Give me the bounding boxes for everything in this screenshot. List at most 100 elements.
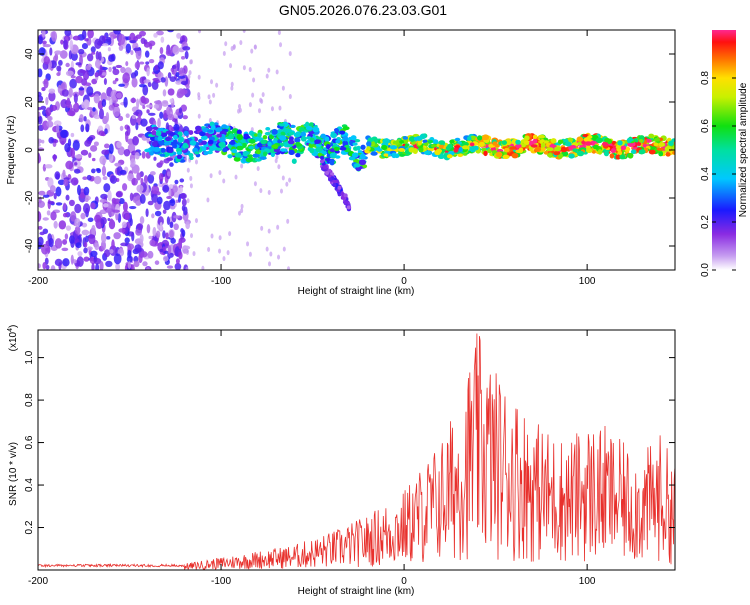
noise-cell (267, 228, 271, 234)
noise-cell (57, 84, 62, 94)
noise-cell (81, 42, 88, 50)
noise-cell (126, 125, 131, 136)
noise-cell (108, 66, 112, 73)
noise-cell (114, 203, 121, 215)
noise-cell (155, 230, 161, 239)
noise-cell (46, 120, 54, 128)
noise-cell (210, 233, 214, 239)
signal-cell (157, 135, 163, 142)
noise-cell (161, 101, 169, 107)
noise-cell (112, 209, 120, 213)
signal-cell (280, 148, 287, 152)
signal-cell (615, 145, 622, 150)
noise-cell (222, 51, 226, 57)
noise-cell (189, 175, 193, 181)
noise-cell (206, 197, 210, 203)
noise-cell (110, 89, 118, 101)
signal-cell (658, 142, 665, 147)
noise-cell (172, 45, 180, 55)
signal-cell (173, 134, 178, 140)
signal-cell (267, 141, 272, 147)
ytick-label: 0.2 (24, 520, 35, 534)
colorbar-tick-label: 0.4 (700, 167, 711, 181)
noise-cell (269, 251, 273, 257)
noise-cell (288, 177, 292, 183)
signal-cell (300, 136, 307, 142)
noise-cell (63, 39, 68, 50)
signal-cell (294, 137, 301, 143)
noise-cell (100, 232, 107, 244)
noise-cell (179, 192, 187, 200)
signal-cell (648, 149, 656, 155)
signal-cell (201, 140, 207, 145)
noise-cell (177, 75, 186, 79)
signal-cell (295, 131, 301, 138)
noise-cell (234, 174, 238, 180)
signal-cell (215, 146, 223, 151)
noise-cell (81, 222, 88, 228)
noise-cell (55, 186, 62, 197)
signal-cell (337, 185, 342, 190)
noise-cell (251, 92, 255, 98)
signal-cell (295, 141, 301, 147)
noise-cell (277, 30, 281, 36)
noise-cell (104, 143, 110, 149)
colorbar-tick-label: 0.8 (700, 71, 711, 85)
signal-cell (145, 126, 153, 132)
noise-cell (65, 62, 70, 68)
noise-cell (101, 72, 107, 76)
noise-cell (83, 116, 87, 122)
noise-cell (279, 42, 283, 48)
noise-cell (135, 34, 142, 39)
signal-cell (586, 147, 593, 154)
noise-cell (47, 200, 55, 205)
signal-cell (287, 139, 295, 145)
noise-cell (93, 141, 99, 147)
noise-cell (222, 256, 226, 262)
noise-cell (113, 30, 121, 35)
noise-cell (226, 250, 230, 256)
noise-cell (169, 76, 177, 83)
noise-cell (92, 107, 96, 112)
noise-cell (136, 223, 144, 231)
noise-cell (84, 38, 89, 42)
signal-cell (449, 139, 455, 144)
signal-cell (668, 140, 674, 146)
noise-cell (134, 244, 142, 253)
signal-cell (358, 159, 367, 166)
noise-cell (74, 154, 83, 159)
noise-cell (102, 43, 109, 47)
noise-cell (151, 185, 160, 195)
noise-cell (169, 221, 174, 229)
signal-cell (597, 149, 603, 155)
noise-cell (162, 184, 170, 193)
noise-cell (201, 265, 205, 270)
noise-cell (54, 50, 62, 55)
noise-cell (197, 92, 201, 98)
noise-cell (130, 72, 137, 79)
noise-cell (49, 185, 56, 193)
noise-cell (48, 237, 54, 248)
signal-cell (617, 140, 623, 146)
noise-cell (38, 95, 44, 103)
signal-cell (335, 139, 341, 144)
noise-cell (75, 75, 83, 84)
signal-cell (300, 131, 307, 138)
xtick-label: -100 (211, 576, 231, 587)
noise-cell (108, 104, 115, 111)
signal-cell (159, 132, 168, 138)
noise-cell (185, 221, 191, 230)
noise-cell (66, 97, 71, 109)
signal-cell (298, 127, 305, 132)
signal-cell (215, 127, 223, 133)
signal-cell (317, 152, 323, 157)
signal-cell (653, 142, 659, 147)
signal-cell (447, 143, 453, 149)
noise-cell (160, 77, 166, 83)
noise-cell (38, 236, 44, 246)
noise-cell (39, 231, 45, 236)
noise-cell (185, 266, 189, 270)
signal-cell (413, 136, 419, 141)
signal-cell (176, 154, 183, 160)
signal-cell (537, 134, 546, 139)
